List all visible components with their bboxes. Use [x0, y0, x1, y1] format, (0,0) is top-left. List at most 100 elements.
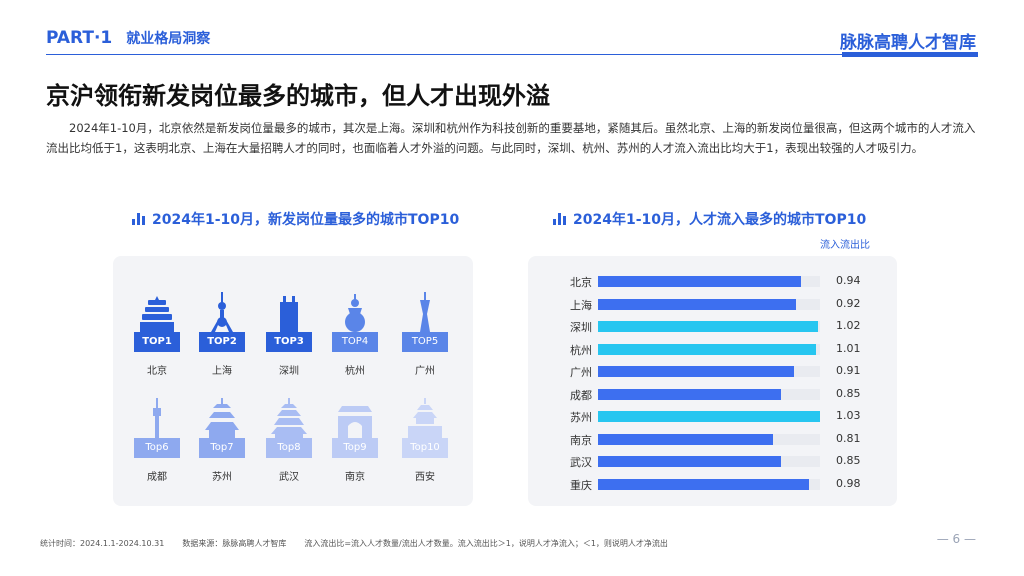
skyscraper-icon: [266, 292, 312, 332]
bar: [598, 276, 801, 287]
bar-track: [598, 343, 820, 355]
city-name: 成都: [147, 472, 167, 483]
bar: [598, 456, 782, 467]
rank-badge: Top10: [402, 438, 448, 458]
rank-badge: TOP3: [266, 332, 312, 352]
bar-category-label: 武汉: [570, 456, 592, 469]
rank-badge: TOP2: [199, 332, 245, 352]
city-name: 杭州: [345, 366, 365, 377]
bar-chart-icon: [132, 213, 145, 225]
bar: [598, 478, 810, 490]
bar-category-label: 苏州: [570, 411, 592, 424]
left-panel-title-text: 2024年1-10月，新发岗位量最多的城市TOP10: [152, 212, 460, 228]
bar-value-label: 1.01: [836, 341, 861, 355]
city-name: 北京: [147, 366, 167, 377]
bar-value-label: 1.03: [836, 409, 861, 422]
bar-track: [598, 478, 820, 490]
ratio-legend-label: 流入流出比: [820, 240, 870, 251]
bar: [598, 298, 797, 310]
city-name: 深圳: [279, 366, 299, 377]
city-cell: Top10 西安: [402, 398, 448, 483]
bar-category-label: 上海: [570, 298, 592, 312]
bar-track: [598, 298, 820, 310]
footer: 统计时间：2024.1.1-2024.10.31 数据来源：脉脉高聘人才智库 流…: [40, 538, 668, 549]
temple-of-heaven-icon: [134, 292, 180, 332]
rank-badge: Top9: [332, 438, 378, 458]
bar-category-label: 重庆: [570, 478, 592, 492]
bar-track: [598, 411, 820, 422]
header-divider: [46, 54, 978, 55]
city-cell: TOP5 广州: [402, 292, 448, 377]
bar: [598, 433, 773, 445]
pagoda-icon: [332, 292, 378, 332]
page-number: — 6 —: [936, 532, 976, 546]
bar-value-label: 0.85: [836, 454, 861, 467]
city-name: 广州: [415, 366, 435, 377]
bar-category-label: 深圳: [570, 321, 592, 334]
bar: [598, 321, 818, 332]
canton-tower-icon: [402, 292, 448, 332]
bar-value-label: 0.81: [836, 431, 861, 445]
tv-tower-icon: [134, 398, 180, 438]
bar: [598, 411, 820, 422]
intro-paragraph: 2024年1-10月，北京依然是新发岗位量最多的城市，其次是上海。深圳和杭州作为…: [46, 121, 976, 155]
bar-track: [598, 433, 820, 445]
header-left: PART·1 就业格局洞察: [46, 28, 210, 48]
left-panel-title: 2024年1-10月，新发岗位量最多的城市TOP10: [132, 209, 459, 229]
bar-track: [598, 388, 820, 400]
bar-category-label: 南京: [570, 433, 592, 447]
bar-chart-icon: [553, 213, 566, 225]
bar-category-label: 北京: [570, 276, 592, 289]
bar-track: [598, 456, 820, 467]
city-cell: TOP3 深圳: [266, 292, 312, 377]
oriental-pearl-tower-icon: [199, 292, 245, 332]
bell-tower-icon: [402, 398, 448, 438]
city-cell: Top7 苏州: [199, 398, 245, 483]
rank-badge: Top7: [199, 438, 245, 458]
city-cell: Top6 成都: [134, 398, 180, 483]
rank-badge: Top8: [266, 438, 312, 458]
bar-track: [598, 321, 820, 332]
city-gate-icon: [332, 398, 378, 438]
bar: [598, 388, 782, 400]
bar-value-label: 0.98: [836, 476, 861, 490]
city-cell: TOP4 杭州: [332, 292, 378, 377]
footer-source: 数据来源：脉脉高聘人才智库: [182, 539, 287, 548]
rank-badge: TOP5: [402, 332, 448, 352]
rank-badge: Top6: [134, 438, 180, 458]
bar-value-label: 0.91: [836, 364, 861, 377]
bar-track: [598, 276, 820, 287]
brand-name: 脉脉高聘人才智库: [840, 33, 976, 53]
city-cell: Top9 南京: [332, 398, 378, 483]
bar-category-label: 广州: [570, 366, 592, 379]
bar-track: [598, 366, 820, 377]
bar-value-label: 0.94: [836, 274, 861, 287]
right-panel-title: 2024年1-10月，人才流入最多的城市TOP10: [553, 209, 866, 229]
bar-category-label: 成都: [570, 388, 592, 402]
city-name: 武汉: [279, 472, 299, 483]
rank-badge: TOP1: [134, 332, 180, 352]
footer-note: 流入流出比=流入人才数量/流出人才数量。流入流出比＞1，说明人才净流入；＜1，则…: [304, 539, 668, 548]
brand-underline: [842, 52, 978, 57]
city-name: 西安: [415, 472, 435, 483]
city-name: 上海: [212, 366, 232, 377]
bar: [598, 366, 795, 377]
page-title: 京沪领衔新发岗位最多的城市，但人才出现外溢: [46, 82, 550, 110]
city-cell: TOP1 北京: [134, 292, 180, 377]
part-label: PART·1: [46, 28, 113, 48]
bar-category-label: 杭州: [570, 343, 592, 357]
bar-value-label: 0.92: [836, 296, 861, 310]
city-name: 南京: [345, 472, 365, 483]
bar: [598, 343, 816, 355]
pavilion-icon: [199, 398, 245, 438]
city-cell: TOP2 上海: [199, 292, 245, 377]
rank-badge: TOP4: [332, 332, 378, 352]
bar-value-label: 1.02: [836, 319, 861, 332]
footer-stat-time: 统计时间：2024.1.1-2024.10.31: [40, 539, 165, 548]
yellow-crane-tower-icon: [266, 398, 312, 438]
right-panel-title-text: 2024年1-10月，人才流入最多的城市TOP10: [573, 212, 867, 228]
city-name: 苏州: [212, 472, 232, 483]
bar-value-label: 0.85: [836, 386, 861, 400]
section-label: 就业格局洞察: [126, 31, 211, 47]
city-cell: Top8 武汉: [266, 398, 312, 483]
